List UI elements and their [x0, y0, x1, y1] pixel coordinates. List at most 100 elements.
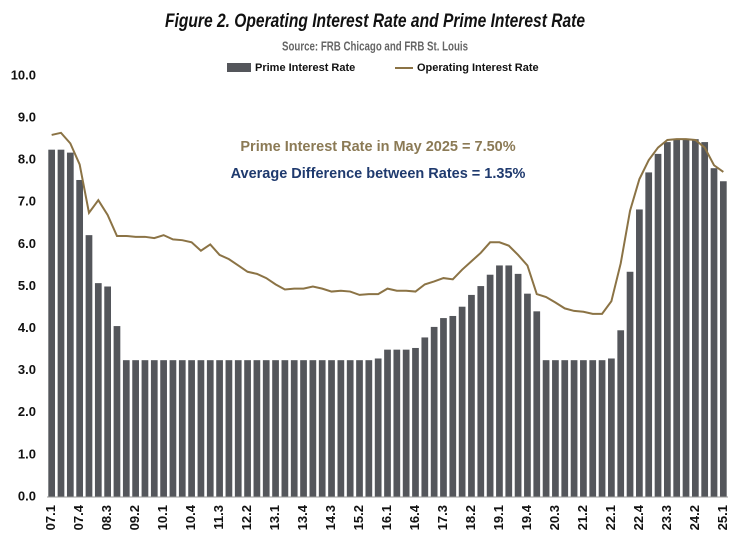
bar [290, 360, 298, 497]
bar [94, 283, 102, 497]
x-tick-label: 16.4 [407, 504, 422, 530]
y-tick-label: 6.0 [18, 236, 36, 251]
y-tick-label: 2.0 [18, 404, 36, 419]
bar [262, 360, 270, 497]
bar [169, 360, 177, 497]
bar [85, 235, 93, 497]
legend-label: Prime Interest Rate [255, 62, 355, 74]
x-tick-label: 18.2 [463, 505, 478, 530]
y-tick-label: 8.0 [18, 152, 36, 167]
chart-subtitle: Source: FRB Chicago and FRB St. Louis [282, 38, 468, 53]
bar [253, 360, 261, 497]
bar [514, 273, 522, 497]
legend-swatch [227, 63, 251, 72]
bar [430, 326, 438, 497]
bar [486, 274, 494, 497]
bar [654, 153, 662, 497]
x-tick-label: 23.3 [659, 505, 674, 530]
bar [458, 306, 466, 497]
bar [421, 337, 429, 497]
bar [636, 209, 643, 497]
x-tick-label: 15.2 [351, 505, 366, 530]
x-tick-label: 11.3 [211, 505, 226, 530]
bar [561, 360, 569, 497]
bar [132, 360, 139, 497]
bar [328, 360, 335, 497]
bar [496, 265, 503, 497]
bar [701, 142, 709, 498]
bar [122, 360, 130, 497]
x-tick-label: 16.1 [379, 505, 394, 530]
bar [449, 315, 457, 497]
y-tick-label: 3.0 [18, 362, 36, 377]
bar [552, 360, 559, 497]
bar [374, 358, 382, 497]
bar [468, 294, 475, 497]
chart-title: Figure 2. Operating Interest Rate and Pr… [165, 11, 585, 32]
bar [505, 265, 513, 497]
x-tick-label: 10.4 [183, 504, 198, 530]
bar [580, 360, 587, 497]
x-tick-label: 14.3 [323, 505, 338, 530]
y-tick-label: 0.0 [18, 488, 36, 503]
bar [608, 358, 615, 497]
bar [440, 318, 447, 497]
x-tick-label: 07.1 [43, 505, 58, 530]
bar [477, 286, 485, 497]
bar [113, 326, 121, 497]
bar [300, 360, 307, 497]
bar [318, 360, 326, 497]
bar [384, 349, 391, 497]
bar [188, 360, 195, 497]
bar [533, 311, 541, 497]
x-tick-label: 17.3 [435, 505, 450, 530]
x-tick-label: 12.2 [239, 505, 254, 530]
bar [66, 152, 74, 497]
bar [281, 360, 289, 497]
bar [225, 360, 233, 497]
x-tick-label: 07.4 [71, 504, 86, 530]
bar [346, 360, 354, 497]
bar [402, 349, 410, 497]
bar [57, 149, 65, 498]
bar [393, 349, 401, 497]
bar [682, 139, 690, 497]
y-tick-label: 4.0 [18, 320, 36, 335]
bar [691, 139, 699, 497]
y-tick-label: 1.0 [18, 446, 36, 461]
bar [141, 360, 149, 497]
bar [412, 347, 419, 497]
bar [598, 360, 606, 497]
bar [626, 271, 634, 497]
bar [234, 360, 242, 497]
bar [524, 293, 531, 497]
x-tick-label: 21.2 [575, 505, 590, 530]
bar [337, 360, 345, 497]
x-tick-label: 25.1 [715, 505, 730, 530]
x-tick-label: 13.1 [267, 505, 282, 530]
bar [48, 149, 56, 498]
bar [178, 360, 186, 497]
bar [104, 286, 111, 497]
legend-label: Operating Interest Rate [417, 62, 539, 74]
bar [673, 139, 681, 497]
bar [244, 360, 251, 497]
x-tick-label: 19.4 [519, 504, 534, 530]
bar [216, 360, 223, 497]
bar [309, 360, 317, 497]
x-tick-label: 08.3 [99, 505, 114, 530]
bar [76, 179, 84, 497]
x-tick-label: 22.1 [603, 505, 618, 530]
bar [542, 360, 550, 497]
bar [617, 330, 625, 497]
annotation: Prime Interest Rate in May 2025 = 7.50% [240, 139, 515, 155]
bar [719, 181, 727, 497]
x-tick-label: 09.2 [127, 505, 142, 530]
line [51, 131, 724, 315]
bar [570, 360, 578, 497]
x-tick-label: 24.2 [687, 505, 702, 530]
annotation: Average Difference between Rates = 1.35% [231, 166, 526, 182]
bar [150, 360, 158, 497]
bar [197, 360, 205, 497]
